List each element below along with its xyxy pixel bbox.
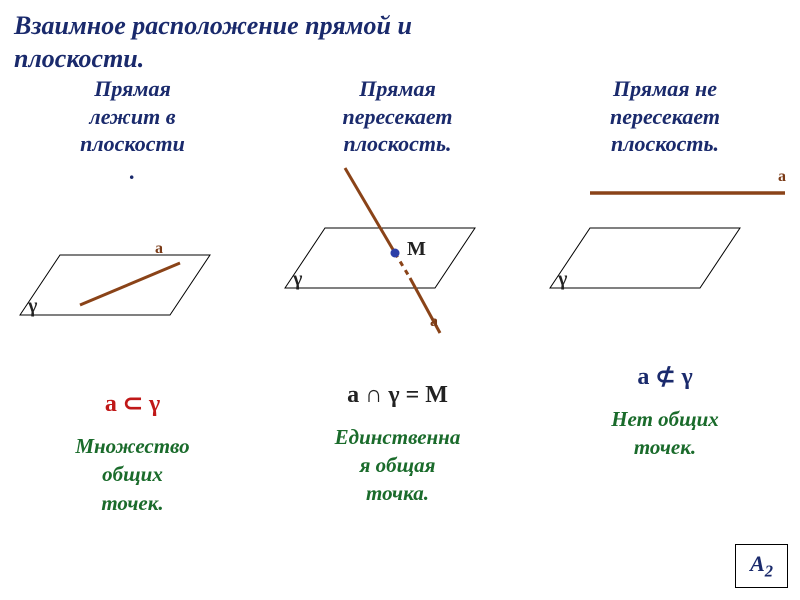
line-label-a: a — [155, 240, 163, 258]
col1-formula: a ⊂ γ — [0, 389, 265, 418]
line-label-a: a — [778, 168, 786, 186]
plane-label-gamma: γ — [558, 268, 567, 291]
col2-diagram: a γ M — [265, 158, 530, 378]
line-label-a: a — [430, 313, 438, 331]
col1-diagram: a γ — [0, 185, 265, 385]
plane-label-gamma: γ — [28, 295, 37, 318]
col1-caption: Множество общих точек. — [0, 432, 265, 517]
title-line2: плоскости. — [14, 44, 144, 73]
col1-svg — [0, 185, 260, 385]
title-line1: Взаимное расположение прямой и — [14, 11, 412, 40]
col2-formula: a ∩ γ = M — [265, 382, 530, 409]
plane-shape — [20, 255, 210, 315]
line-in-plane — [80, 263, 180, 305]
point-label-m: M — [407, 238, 426, 261]
plane-label-gamma: γ — [293, 268, 302, 291]
col3-subtitle: Прямая не пересекает плоскость. — [530, 75, 800, 158]
col-2: Прямая пересекает плоскость. a γ M a ∩ γ… — [265, 75, 530, 517]
col3-caption: Нет общих точек. — [530, 405, 800, 462]
point-m — [391, 248, 400, 257]
col3-diagram: a γ — [530, 158, 800, 358]
plane-shape — [285, 228, 475, 288]
col3-formula: a ⊄ γ — [530, 362, 800, 391]
main-title: Взаимное расположение прямой и плоскости… — [0, 0, 800, 75]
col1-subtitle: Прямая лежит в плоскости . — [0, 75, 265, 185]
a2-box: А2 — [735, 544, 788, 588]
col3-svg — [530, 158, 800, 358]
col2-subtitle: Прямая пересекает плоскость. — [265, 75, 530, 158]
col-3: Прямая не пересекает плоскость. a γ a ⊄ … — [530, 75, 800, 517]
a2-letter: А — [750, 551, 765, 576]
col2-svg — [265, 158, 525, 378]
a2-sub: 2 — [765, 561, 773, 580]
col2-caption: Единственна я общая точка. — [265, 423, 530, 508]
line-top — [345, 168, 395, 253]
columns: Прямая лежит в плоскости . a γ a ⊂ γ Мно… — [0, 75, 800, 517]
col-1: Прямая лежит в плоскости . a γ a ⊂ γ Мно… — [0, 75, 265, 517]
plane-shape — [550, 228, 740, 288]
